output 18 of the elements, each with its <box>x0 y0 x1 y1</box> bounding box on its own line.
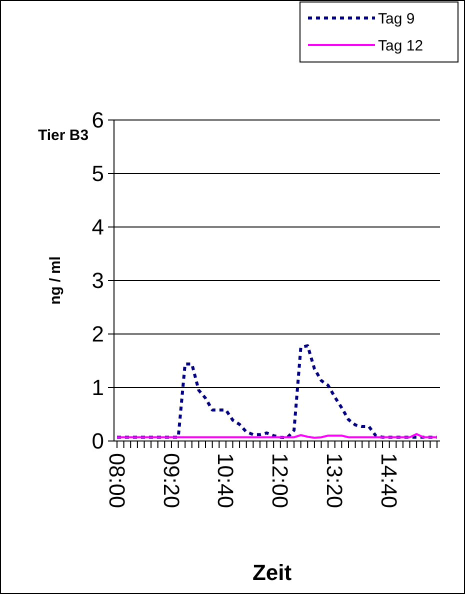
x-tick-label: 12:00 <box>268 453 293 508</box>
x-tick-label: 09:20 <box>158 453 184 508</box>
y-tick-label: 3 <box>92 268 104 294</box>
y-tick-label: 6 <box>92 108 104 133</box>
y-axis-title: ng / ml <box>47 256 64 305</box>
y-tick-label: 1 <box>92 375 104 400</box>
legend-label: Tag 9 <box>378 10 415 28</box>
x-tick-label: 10:40 <box>213 453 238 508</box>
x-axis-title: Zeit <box>252 560 292 585</box>
x-tick-label: 14:40 <box>376 453 402 508</box>
y-tick-label: 5 <box>92 161 104 186</box>
y-tick-label: 4 <box>92 214 104 240</box>
y-tick-label: 0 <box>92 428 104 454</box>
x-tick-label: 08:00 <box>104 453 130 508</box>
y-tick-label: 2 <box>92 322 104 347</box>
legend-label: Tag 12 <box>378 37 424 54</box>
x-tick-label: 13:20 <box>322 453 348 508</box>
text: Tier B3 <box>38 127 89 144</box>
